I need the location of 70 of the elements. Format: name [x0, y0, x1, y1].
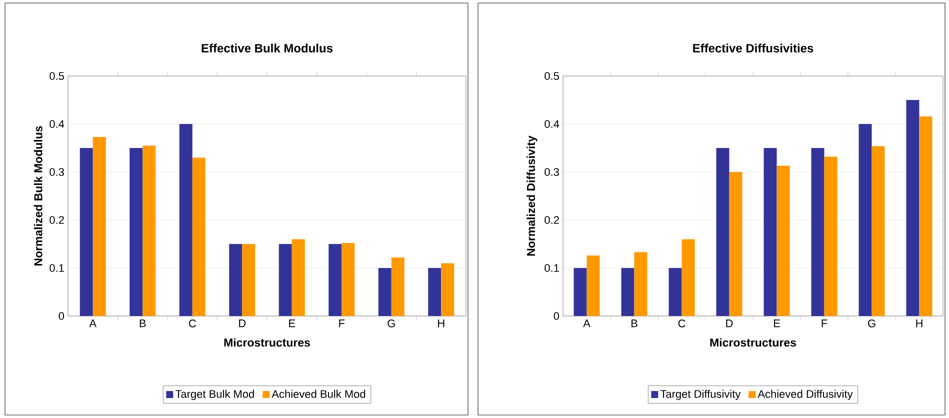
x-tick-label: C	[678, 320, 686, 328]
bar	[142, 146, 156, 316]
bar	[80, 148, 93, 316]
legend-label: Achieved Bulk Mod	[272, 390, 366, 398]
y-tick-label: 0.5	[50, 72, 64, 80]
x-tick-label: F	[339, 320, 345, 328]
x-tick-label: E	[774, 320, 780, 328]
bar	[716, 148, 730, 316]
y-tick-label: 0.4	[50, 120, 64, 128]
y-tick-label: 0.3	[544, 168, 559, 176]
bar	[906, 100, 920, 316]
bar	[428, 268, 442, 316]
x-tick-label: D	[239, 320, 246, 328]
x-tick-label: B	[140, 320, 146, 328]
y-tick-label: 0	[58, 312, 64, 320]
bar	[586, 256, 600, 316]
bar	[229, 244, 242, 316]
x-tick-label: E	[289, 320, 296, 328]
y-tick-label: 0.2	[50, 216, 64, 224]
chart-title: Effective Bulk Modulus	[202, 44, 333, 52]
y-tick-label: 0.3	[50, 168, 64, 176]
bar	[811, 148, 824, 316]
bar	[242, 244, 256, 316]
bar	[441, 263, 454, 316]
bar	[764, 148, 777, 316]
bar	[776, 166, 790, 316]
chart-title: Effective Diffusivities	[693, 44, 814, 52]
y-tick-label: 0.5	[544, 72, 560, 80]
bar	[278, 244, 292, 316]
y-tick-label: 0.1	[544, 264, 559, 272]
y-tick-label: 0	[554, 312, 560, 320]
legend-label: Achieved Diffusivity	[758, 390, 853, 400]
x-axis-title: Microstructures	[224, 338, 310, 347]
bar	[858, 124, 872, 316]
bar	[292, 239, 305, 316]
y-tick-label: 0.2	[544, 216, 559, 224]
y-tick-label: 0.4	[544, 120, 560, 128]
bar	[574, 268, 587, 316]
x-tick-label: H	[438, 320, 444, 328]
x-tick-label: H	[916, 320, 922, 328]
bar	[668, 268, 682, 316]
x-tick-label: A	[89, 320, 97, 328]
bar	[634, 252, 648, 316]
bar	[378, 268, 392, 316]
x-tick-label: D	[726, 320, 733, 328]
bar	[342, 243, 355, 316]
x-tick-label: B	[632, 320, 638, 328]
x-tick-label: F	[822, 320, 828, 328]
y-axis-title: Normalized Diffusivity	[526, 136, 538, 256]
bar	[729, 172, 742, 316]
bar	[872, 146, 885, 316]
bar	[192, 158, 206, 316]
y-axis-title: Normalized Bulk Modulus	[34, 126, 42, 266]
x-axis-title: Microstructures	[710, 338, 796, 347]
bar	[391, 257, 404, 316]
legend-label: Target Diffusivity	[660, 390, 741, 400]
bar	[824, 156, 838, 316]
bar	[328, 244, 342, 316]
x-tick-label: A	[583, 320, 590, 328]
x-tick-label: G	[868, 320, 876, 328]
legend-label: Target Bulk Mod	[175, 390, 254, 400]
y-tick-label: 0.1	[50, 264, 64, 272]
x-tick-label: C	[188, 320, 196, 328]
x-tick-label: G	[388, 320, 395, 328]
bar	[682, 239, 695, 316]
bar	[179, 124, 192, 316]
bar	[130, 148, 143, 316]
bar	[92, 136, 106, 316]
bar	[919, 116, 932, 316]
bar	[621, 268, 634, 316]
